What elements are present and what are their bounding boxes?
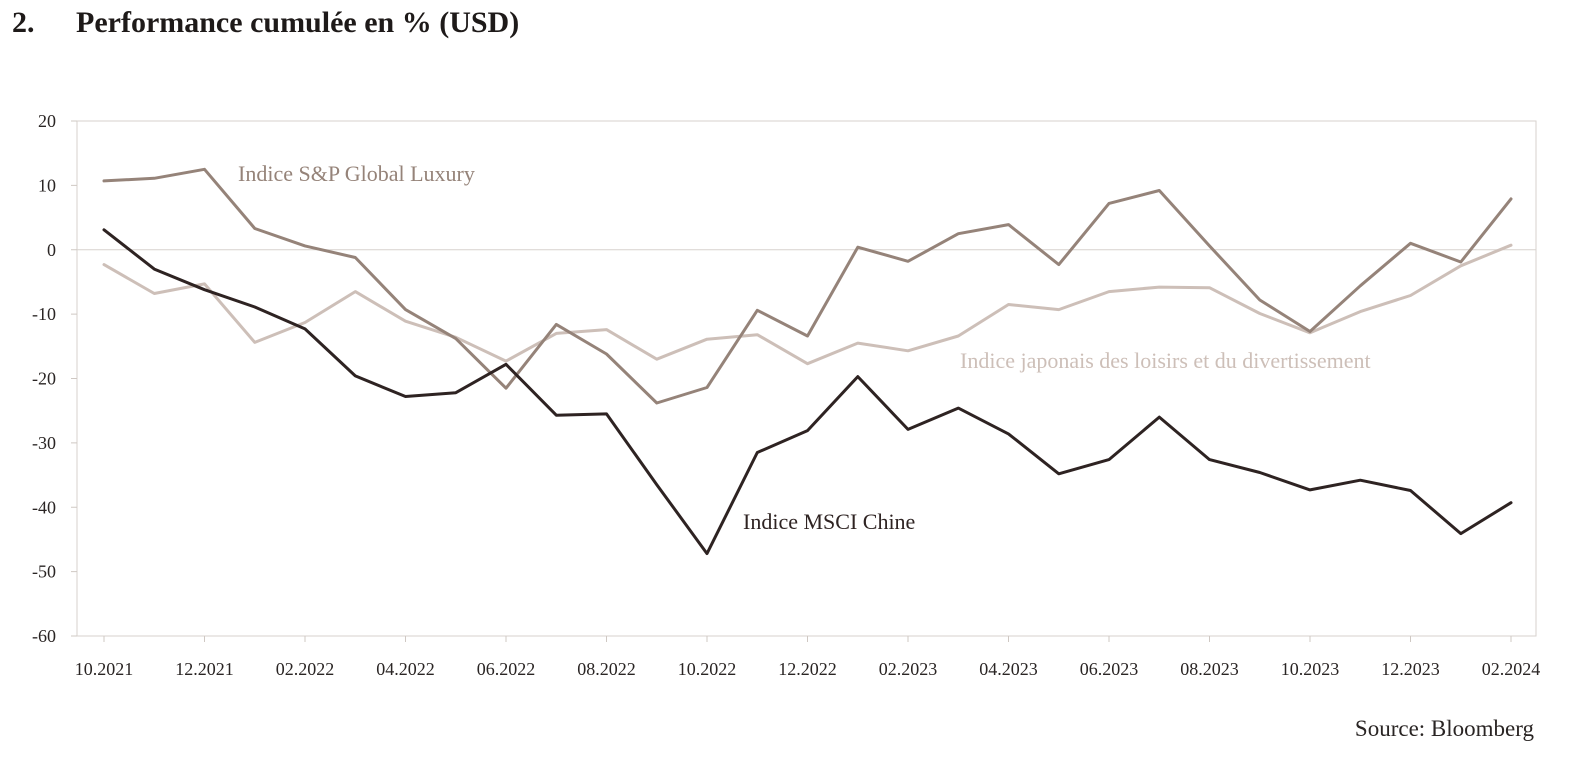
series-line-luxury [102, 167, 1513, 405]
x-tick-label: 08.2022 [577, 659, 636, 679]
x-tick-label: 10.2021 [75, 659, 134, 679]
series-label-luxury: Indice S&P Global Luxury [238, 161, 475, 186]
chart-heading: 2. Performance cumulée en % (USD) [12, 6, 519, 40]
series-label-japan: Indice japonais des loisirs et du divert… [960, 348, 1371, 373]
y-tick-label: -20 [32, 369, 56, 389]
x-tick-label: 02.2024 [1482, 659, 1541, 679]
y-tick-label: -50 [32, 562, 56, 582]
y-tick-label: 10 [38, 175, 56, 195]
heading-title: Performance cumulée en % (USD) [76, 6, 520, 39]
series-line-china [102, 228, 1513, 556]
x-tick-label: 02.2023 [879, 659, 938, 679]
x-tick-label: 10.2022 [678, 659, 737, 679]
series-labels: Indice S&P Global Luxury Indice japonais… [238, 161, 1371, 534]
heading-number: 2. [12, 6, 35, 39]
y-axis: 20 10 0 -10 -20 -30 -40 -50 -60 [32, 111, 77, 646]
series-layer [102, 167, 1513, 556]
x-axis: 10.2021 12.2021 02.2022 04.2022 06.2022 08.20… [75, 636, 1541, 679]
x-tick-label: 04.2023 [979, 659, 1038, 679]
x-tick-label: 12.2021 [175, 659, 234, 679]
x-tick-label: 04.2022 [376, 659, 435, 679]
x-tick-label: 12.2023 [1381, 659, 1440, 679]
y-tick-label: -40 [32, 497, 56, 517]
x-tick-label: 02.2022 [276, 659, 335, 679]
y-tick-label: -30 [32, 433, 56, 453]
x-tick-label: 08.2023 [1180, 659, 1239, 679]
x-tick-label: 12.2022 [778, 659, 837, 679]
y-tick-label: -10 [32, 304, 56, 324]
y-tick-label: 0 [47, 240, 56, 260]
x-tick-label: 06.2022 [477, 659, 536, 679]
plot-area-frame [76, 120, 1537, 637]
x-tick-label: 06.2023 [1080, 659, 1139, 679]
source-note: Source: Bloomberg [1354, 716, 1534, 741]
x-tick-label: 10.2023 [1281, 659, 1340, 679]
y-tick-label: 20 [38, 111, 56, 131]
y-tick-label: -60 [32, 626, 56, 646]
series-label-china: Indice MSCI Chine [743, 509, 915, 534]
series-line-japan [102, 243, 1513, 366]
